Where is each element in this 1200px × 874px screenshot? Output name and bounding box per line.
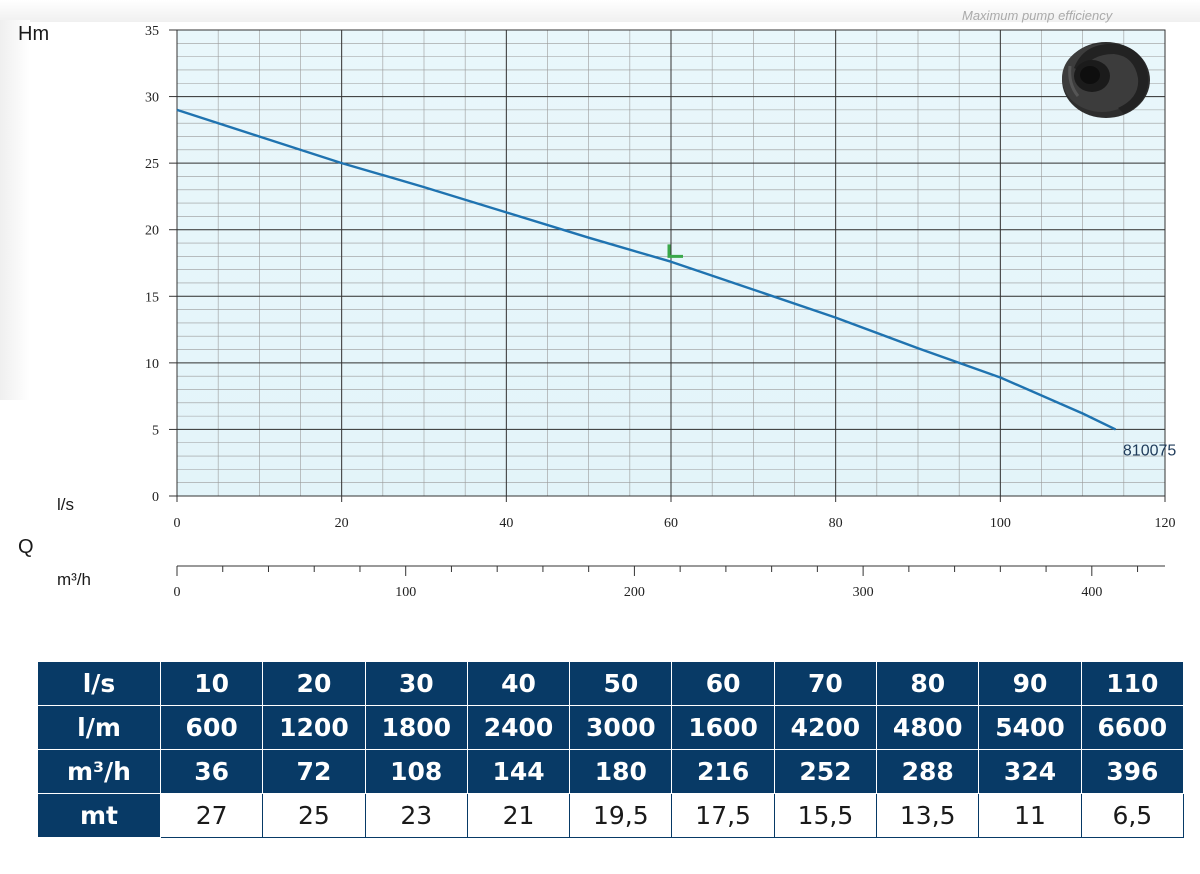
table-cell: 144 [466, 749, 571, 794]
secondary-tick-label: 400 [1081, 585, 1102, 600]
table-cell: 27 [159, 793, 264, 838]
table-cell: 4800 [876, 705, 980, 750]
data-table: l/s 10 20 30 40 50 60 70 80 90 110 l/m 600 1200 1800 24… [37, 661, 1185, 838]
table-cell: 1200 [262, 705, 366, 750]
row-label: mt [37, 793, 161, 838]
table-cell: 3000 [569, 705, 673, 750]
secondary-tick-label: 300 [853, 585, 874, 600]
table-cell: 60 [671, 661, 775, 706]
series-line [176, 108, 1117, 431]
secondary-tick-label: 200 [624, 585, 645, 600]
table-cell: 1800 [364, 705, 468, 750]
x-tick-label: 80 [829, 516, 843, 531]
x-tick-label: 60 [664, 516, 678, 531]
table-cell: 324 [978, 749, 1082, 794]
x-tick-label: 40 [499, 516, 513, 531]
secondary-tick-label: 100 [395, 585, 416, 600]
row-label: l/s [37, 661, 161, 706]
table-cell: 2400 [466, 705, 571, 750]
table-cell: 50 [569, 661, 673, 706]
side-shade [0, 20, 30, 400]
x-tick-labels: 0 20 40 60 80 100 120 [174, 496, 1176, 531]
row-label: m³/h [37, 749, 161, 794]
table-cell: 80 [876, 661, 980, 706]
y-tick-label: 0 [152, 490, 159, 505]
table-cell: 10 [159, 661, 264, 706]
x-unit-primary: l/s [57, 495, 74, 514]
y-tick-labels: 0 5 10 15 20 25 30 35 [145, 24, 177, 505]
table-row: l/m 600 1200 1800 2400 3000 1600 4200 4800 5400 66… [37, 705, 1185, 750]
row-label: l/m [37, 705, 161, 750]
efficiency-marker [667, 244, 683, 258]
series-layer: 810075 [176, 108, 1176, 459]
y-tick-label: 5 [152, 423, 159, 438]
y-tick-label: 20 [145, 224, 159, 239]
table-cell: 30 [364, 661, 468, 706]
x-axis-label: Q [18, 536, 34, 558]
table-cell: 13,5 [876, 793, 980, 838]
table-cell: 6,5 [1080, 793, 1185, 838]
top-caption: Maximum pump efficiency [962, 8, 1114, 23]
table-cell: 216 [671, 749, 775, 794]
table-cell: 20 [262, 661, 366, 706]
pump-curve-chart: 0 5 10 15 20 25 30 35 0 20 40 60 80 100 120 0 100 200 30… [18, 8, 1176, 600]
table-cell: 1600 [671, 705, 775, 750]
table-cell: 288 [876, 749, 980, 794]
table-cell: 6600 [1080, 705, 1185, 750]
table-cell: 17,5 [671, 793, 775, 838]
table-cell: 4200 [773, 705, 878, 750]
series-label: 810075 [1123, 442, 1176, 459]
x-tick-label: 20 [335, 516, 349, 531]
table-cell: 40 [466, 661, 571, 706]
table-row: m³/h 36 72 108 144 180 216 252 288 324 396 [37, 749, 1185, 794]
table-cell: 180 [569, 749, 673, 794]
y-tick-label: 25 [145, 157, 159, 172]
x-tick-label: 0 [174, 516, 181, 531]
table-cell: 396 [1080, 749, 1185, 794]
table-cell: 72 [262, 749, 366, 794]
x-tick-label: 100 [990, 516, 1011, 531]
table-row: l/s 10 20 30 40 50 60 70 80 90 110 [37, 661, 1185, 706]
table-cell: 15,5 [773, 793, 878, 838]
y-tick-label: 35 [145, 24, 159, 39]
table-cell: 36 [159, 749, 264, 794]
y-tick-label: 15 [145, 290, 159, 305]
pump-volute-icon [1062, 42, 1150, 118]
table-cell: 25 [262, 793, 366, 838]
table-cell: 108 [364, 749, 468, 794]
table-cell: 252 [773, 749, 878, 794]
table-cell: 11 [978, 793, 1082, 838]
y-tick-label: 30 [145, 91, 159, 106]
table-cell: 23 [364, 793, 468, 838]
table-row: mt 27 25 23 21 19,5 17,5 15,5 13,5 11 6,5 [37, 793, 1185, 838]
table-cell: 600 [159, 705, 264, 750]
x-tick-label: 120 [1155, 516, 1176, 531]
table-cell: 90 [978, 661, 1082, 706]
table-cell: 5400 [978, 705, 1082, 750]
table-cell: 21 [466, 793, 571, 838]
table-cell: 19,5 [569, 793, 673, 838]
table-cell: 110 [1080, 661, 1185, 706]
pump-image [1044, 28, 1164, 126]
y-axis-label: Hm [18, 23, 49, 45]
secondary-tick-label: 0 [174, 585, 181, 600]
y-tick-label: 10 [145, 357, 159, 372]
table-cell: 70 [773, 661, 878, 706]
top-band [0, 0, 1200, 22]
x-unit-secondary: m³/h [57, 570, 91, 589]
secondary-x-axis: 0 100 200 300 400 [174, 565, 1165, 600]
